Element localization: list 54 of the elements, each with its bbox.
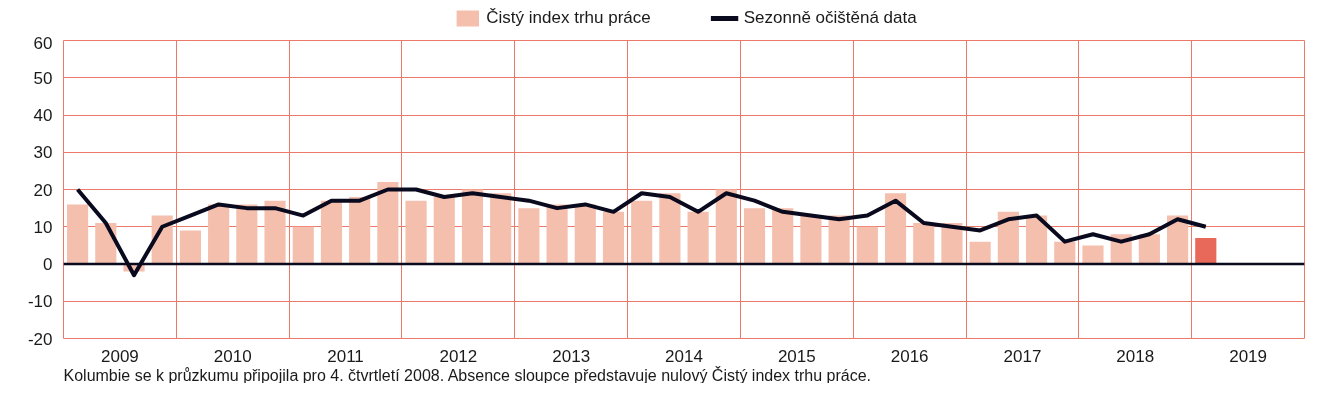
bar [602,211,625,264]
x-tick-label: 2010 [213,346,252,366]
legend-label: Sezonně očištěná data [743,8,917,28]
bar [461,189,484,264]
bar [800,215,822,264]
bar [772,208,794,264]
x-tick-label: 2015 [777,346,816,366]
bar [490,193,512,264]
y-tick-label: 40 [33,106,53,125]
y-tick-label: 20 [33,180,53,200]
bar [518,208,540,264]
x-tick-label: 2016 [890,346,929,366]
bar [715,189,737,264]
bar [405,200,427,264]
x-tick-label: 2012 [439,346,478,366]
bar [546,204,568,264]
y-tick-label: -20 [27,329,53,349]
bar [377,182,399,264]
bar [433,196,455,264]
x-tick-label: 2017 [1003,346,1042,366]
bar [856,226,878,264]
y-tick-label: 30 [33,143,53,163]
bar [208,204,230,264]
bar [320,200,343,264]
y-tick-label: 50 [33,68,53,88]
x-tick-label: 2019 [1229,346,1268,366]
y-tick-label: -10 [27,292,53,312]
bar [574,204,596,264]
bar [687,211,709,264]
text: Kolumbie se k průzkumu připojila pro 4. čtvrtletí 2008. Absence sloupce představuje nulový Čistý index trhu práce. [63,365,872,384]
bar [264,200,286,264]
bar [236,204,258,264]
bar [884,193,907,264]
bar [913,223,935,264]
bar [1082,245,1104,264]
bar [67,204,89,264]
legend-label: Čistý index trhu práce [486,8,651,28]
y-tick-label: 10 [33,217,53,237]
y-tick-label: 0 [43,255,53,274]
x-tick-label: 2013 [552,346,591,366]
bar [349,196,371,264]
x-tick-label: 2014 [665,346,703,366]
bar [631,200,653,264]
bar [1054,241,1076,264]
y-tick-label: 60 [33,33,53,53]
bar [292,226,314,264]
bar [1195,237,1217,264]
bar [659,193,681,264]
bar [969,241,991,264]
x-tick-label: 2018 [1116,346,1155,366]
bar [179,230,201,264]
x-tick-label: 2011 [327,346,364,366]
x-tick-label: 2009 [101,346,139,366]
bar [743,208,766,264]
